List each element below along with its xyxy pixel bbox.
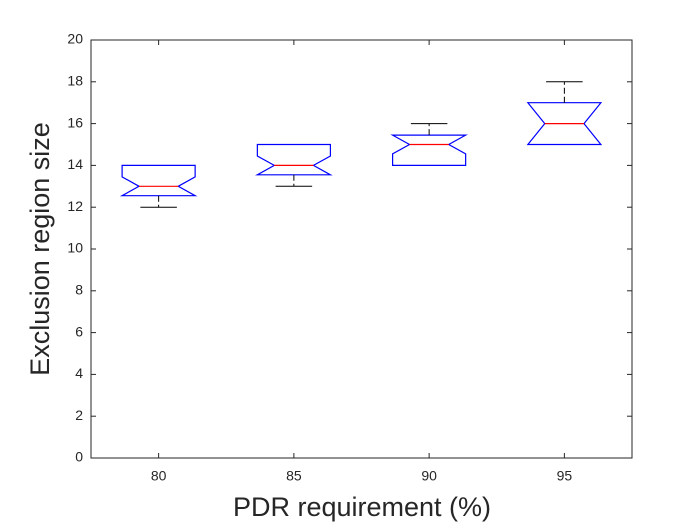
y-tick-label: 8 bbox=[75, 282, 83, 298]
y-axis-label: Exclusion region size bbox=[25, 122, 55, 376]
y-tick-label: 18 bbox=[67, 73, 83, 89]
x-tick-label: 90 bbox=[421, 468, 437, 484]
y-tick-label: 16 bbox=[67, 114, 83, 130]
x-tick-label: 85 bbox=[286, 468, 302, 484]
x-tick-label: 80 bbox=[151, 468, 167, 484]
box bbox=[255, 143, 333, 176]
x-tick-label: 95 bbox=[557, 468, 573, 484]
y-tick-label: 4 bbox=[75, 365, 83, 381]
y-tick-label: 12 bbox=[67, 198, 83, 214]
y-tick-label: 2 bbox=[75, 407, 83, 423]
plot-area bbox=[90, 39, 633, 459]
x-axis-label: PDR requirement (%) bbox=[233, 492, 491, 522]
y-tick-label: 10 bbox=[67, 240, 83, 256]
box bbox=[390, 134, 468, 166]
y-tick-label: 6 bbox=[75, 323, 83, 339]
y-tick-label: 20 bbox=[67, 31, 83, 47]
y-tick-label: 14 bbox=[67, 156, 83, 172]
y-tick-label: 0 bbox=[75, 449, 83, 465]
box bbox=[119, 164, 198, 197]
